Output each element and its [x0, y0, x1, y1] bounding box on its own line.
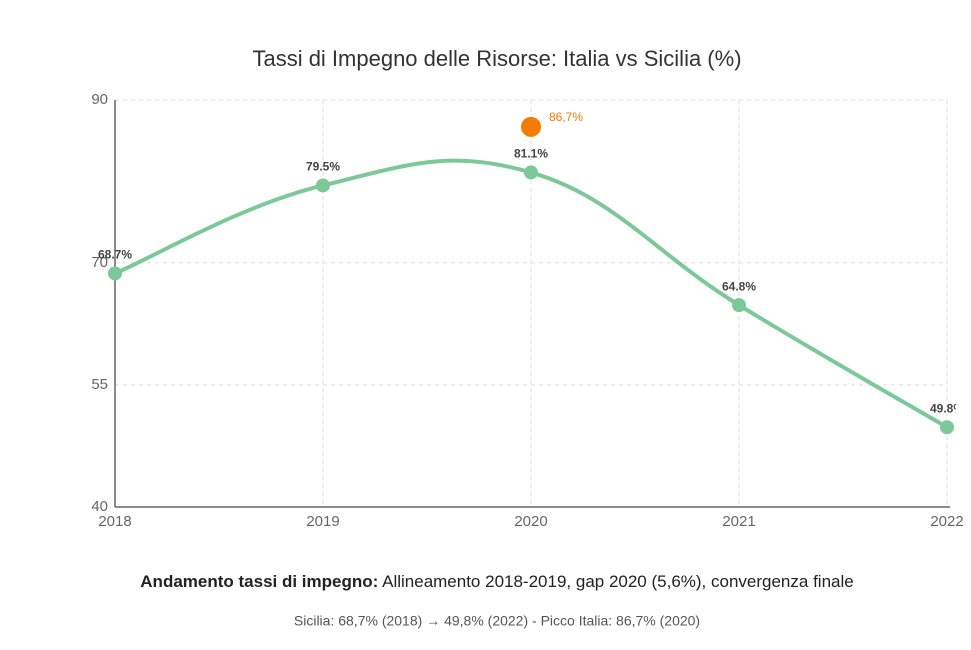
data-label: 86,7% [549, 110, 583, 124]
x-tick-label: 2020 [514, 513, 547, 530]
x-tick-label: 2019 [306, 513, 339, 530]
caption: Andamento tassi di impegno: Allineamento… [140, 572, 853, 591]
x-tick-label: 2018 [98, 513, 131, 530]
y-tick-label: 40 [91, 498, 108, 515]
subcaption: Sicilia: 68,7% (2018) → 49,8% (2022) - P… [294, 613, 700, 629]
x-tick-label: 2022 [930, 513, 963, 530]
y-tick-label: 55 [91, 376, 108, 393]
point [316, 178, 330, 193]
point [108, 266, 122, 281]
y-tick-label: 90 [91, 91, 108, 108]
data-label: 64.8% [722, 279, 756, 293]
point [524, 165, 538, 180]
chart-title: Tassi di Impegno delle Risorse: Italia v… [252, 46, 741, 71]
point [732, 298, 746, 313]
x-tick-label: 2021 [722, 513, 755, 530]
point [521, 116, 541, 137]
data-label: 68.7% [98, 248, 132, 262]
point [940, 420, 954, 435]
data-label: 49.8% [930, 401, 964, 415]
caption-bold: Andamento tassi di impegno: [140, 572, 378, 591]
caption-text: Allineamento 2018-2019, gap 2020 (5,6%),… [382, 572, 854, 591]
data-label: 81.1% [514, 147, 548, 161]
y-tick-label: 70 [91, 254, 108, 271]
data-label: 79.5% [306, 160, 340, 174]
